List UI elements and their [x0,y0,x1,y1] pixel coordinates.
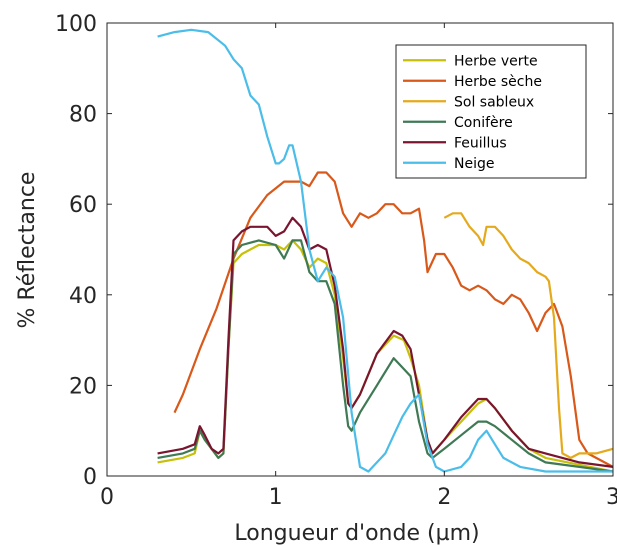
legend-label-1: Herbe sèche [454,74,542,90]
x-tick-label: 0 [100,485,114,510]
legend-box [395,44,587,179]
series-line-1 [173,171,613,468]
y-tick-label: 0 [83,465,97,490]
axes-frame [106,22,614,477]
legend: Herbe verte Herbe sèche Sol sableux Conifèr… [395,44,587,179]
y-tick-label: 40 [69,284,97,309]
y-tick-label: 100 [55,12,97,37]
x-tick-label: 2 [437,485,451,510]
legend-label-3: Conifère [454,115,513,131]
y-tick-label: 20 [69,374,97,399]
series-line-3 [157,239,613,473]
legend-label-0: Herbe verte [454,53,538,69]
legend-label-5: Neige [454,156,494,172]
legend-label-2: Sol sableux [454,94,534,110]
y-tick-label: 60 [69,193,97,218]
legend-label-4: Feuillus [454,135,507,151]
series-line-2 [443,212,613,459]
axes: 0 1 2 3 0 20 40 60 80 100 [55,12,617,510]
plot-area [157,28,613,473]
x-axis-title: Longueur d'onde (µm) [234,521,479,545]
x-tick-label: 1 [269,485,283,510]
y-tick-label: 80 [69,103,97,128]
y-axis-title: % Réflectance [15,172,40,329]
x-tick-label: 3 [606,485,617,510]
series-line-5 [157,28,613,473]
series-line-4 [157,216,613,468]
